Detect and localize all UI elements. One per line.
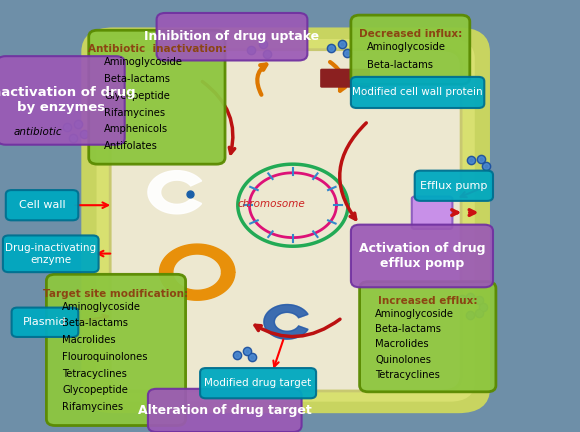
FancyBboxPatch shape [351,77,484,108]
FancyBboxPatch shape [415,171,493,201]
FancyBboxPatch shape [0,56,125,145]
Text: Macrolides: Macrolides [62,335,115,345]
Text: Inactivation of drug
by enzymes: Inactivation of drug by enzymes [0,86,135,114]
Text: Beta-lactams: Beta-lactams [375,324,441,334]
Text: Plasmid: Plasmid [23,317,67,327]
Text: Target site modification:: Target site modification: [44,289,188,299]
Text: Modified cell wall protein: Modified cell wall protein [352,87,483,98]
FancyBboxPatch shape [12,308,78,337]
Text: Aminoglycoside: Aminoglycoside [367,42,445,52]
FancyBboxPatch shape [351,15,470,84]
FancyBboxPatch shape [200,368,316,398]
FancyBboxPatch shape [84,30,487,410]
Text: Modified drug target: Modified drug target [205,378,311,388]
FancyBboxPatch shape [99,41,473,400]
Text: Glycopeptide: Glycopeptide [62,385,128,395]
Text: Drug-inactivating
enzyme: Drug-inactivating enzyme [5,243,96,264]
FancyBboxPatch shape [148,389,302,432]
Text: antibiotic: antibiotic [14,127,63,137]
Text: Beta-lactams: Beta-lactams [104,74,171,84]
Text: Rifamycines: Rifamycines [62,402,123,412]
Text: Increased efflux:: Increased efflux: [378,296,477,306]
FancyBboxPatch shape [46,274,186,426]
Text: Inhibition of drug uptake: Inhibition of drug uptake [144,30,320,43]
Text: Cell wall: Cell wall [19,200,66,210]
FancyBboxPatch shape [320,69,370,88]
Text: chromosome: chromosome [238,199,306,210]
FancyBboxPatch shape [360,282,496,392]
Text: Antibiotic  inactivation:: Antibiotic inactivation: [88,44,226,54]
FancyBboxPatch shape [110,50,461,391]
Text: Aminoglycoside: Aminoglycoside [62,302,141,311]
Text: Decreased influx:: Decreased influx: [358,29,462,39]
Text: Aminoglycoside: Aminoglycoside [375,309,454,319]
Text: Tetracyclines: Tetracyclines [375,370,440,380]
Text: Beta-lactams: Beta-lactams [62,318,128,328]
Polygon shape [148,171,202,214]
Polygon shape [264,305,308,339]
Text: Flouroquinolones: Flouroquinolones [62,352,147,362]
Text: Quinolones: Quinolones [375,355,432,365]
FancyBboxPatch shape [351,225,493,287]
Text: Beta-lactams: Beta-lactams [367,60,433,70]
FancyBboxPatch shape [3,235,99,272]
FancyBboxPatch shape [157,13,307,60]
Text: Efflux pump: Efflux pump [420,181,488,191]
Text: Tetracyclines: Tetracyclines [62,368,127,379]
Text: Alteration of drug target: Alteration of drug target [138,404,311,417]
Text: Rifamycines: Rifamycines [104,108,165,118]
FancyBboxPatch shape [412,197,452,229]
Text: Amphenicols: Amphenicols [104,124,169,134]
Polygon shape [160,244,235,300]
Text: Glycopeptide: Glycopeptide [104,91,171,101]
FancyBboxPatch shape [6,190,78,220]
Text: Macrolides: Macrolides [375,340,429,349]
Text: Activation of drug
efflux pomp: Activation of drug efflux pomp [358,242,485,270]
FancyBboxPatch shape [89,30,225,164]
Polygon shape [264,305,308,339]
Text: Aminoglycoside: Aminoglycoside [104,57,183,67]
Text: Antifolates: Antifolates [104,141,158,151]
